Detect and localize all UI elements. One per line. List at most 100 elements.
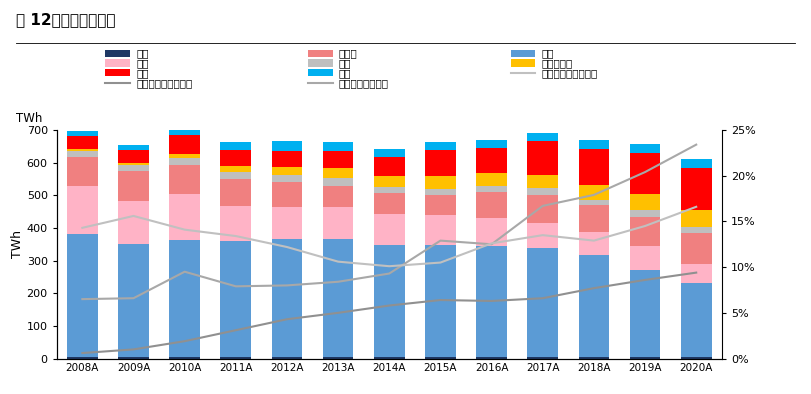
Bar: [476, 246, 507, 357]
Line: 天然气占比（右轴）: 天然气占比（右轴）: [83, 207, 696, 266]
Bar: [323, 357, 354, 359]
Bar: [169, 194, 200, 240]
Bar: [221, 166, 251, 173]
Bar: [425, 177, 456, 189]
Bar: [118, 163, 149, 165]
Bar: [374, 176, 405, 187]
Text: TWh: TWh: [16, 112, 43, 125]
Bar: [67, 186, 97, 234]
Bar: [681, 233, 711, 264]
Bar: [374, 357, 405, 359]
Bar: [118, 201, 149, 244]
Bar: [578, 205, 609, 232]
Bar: [323, 142, 354, 151]
Bar: [67, 149, 97, 151]
Bar: [221, 142, 251, 150]
Bar: [629, 194, 660, 210]
Bar: [169, 165, 200, 194]
Bar: [425, 142, 456, 150]
Bar: [221, 173, 251, 178]
Bar: [323, 239, 354, 357]
Bar: [681, 227, 711, 233]
Bar: [272, 175, 303, 182]
Bar: [67, 158, 97, 186]
Bar: [681, 167, 711, 210]
Bar: [629, 270, 660, 357]
Bar: [374, 149, 405, 158]
Bar: [67, 136, 97, 149]
天然气占比（右轴）: [589, 238, 599, 243]
Text: 煤炭: 煤炭: [542, 48, 554, 58]
Bar: [681, 264, 711, 283]
Bar: [425, 195, 456, 215]
风能占比（右轴）: [436, 238, 445, 243]
Bar: [629, 152, 660, 194]
Bar: [425, 215, 456, 245]
Bar: [527, 223, 558, 247]
Bar: [578, 357, 609, 359]
天然气占比（右轴）: [436, 260, 445, 265]
Bar: [118, 244, 149, 357]
天然气占比（右轴）: [538, 233, 547, 238]
Bar: [374, 187, 405, 193]
太阳能占比（右轴）: [436, 298, 445, 303]
风能占比（右轴）: [640, 170, 650, 175]
Text: 核电: 核电: [136, 58, 148, 68]
Bar: [272, 167, 303, 175]
风能占比（右轴）: [589, 193, 599, 197]
Bar: [221, 206, 251, 241]
太阳能占比（右轴）: [129, 347, 139, 352]
Bar: [578, 255, 609, 357]
Bar: [169, 154, 200, 158]
天然气占比（右轴）: [180, 227, 190, 232]
Bar: [221, 241, 251, 357]
Bar: [425, 245, 456, 357]
Bar: [67, 131, 97, 136]
风能占比（右轴）: [691, 142, 701, 147]
Bar: [476, 192, 507, 219]
Bar: [681, 210, 711, 227]
Bar: [476, 219, 507, 246]
太阳能占比（右轴）: [180, 339, 190, 344]
天然气占比（右轴）: [640, 224, 650, 229]
Bar: [118, 145, 149, 150]
Line: 太阳能占比（右轴）: 太阳能占比（右轴）: [83, 273, 696, 353]
Bar: [629, 217, 660, 246]
Bar: [221, 357, 251, 359]
Text: 风电: 风电: [136, 68, 148, 78]
Bar: [629, 246, 660, 270]
天然气占比（右轴）: [487, 241, 496, 246]
风能占比（右轴）: [538, 204, 547, 208]
Bar: [476, 148, 507, 173]
Bar: [374, 158, 405, 176]
Bar: [272, 151, 303, 167]
Text: 水电: 水电: [339, 58, 351, 68]
Bar: [374, 193, 405, 214]
Bar: [118, 150, 149, 163]
Bar: [527, 188, 558, 195]
Bar: [272, 182, 303, 207]
Bar: [527, 175, 558, 188]
Bar: [374, 214, 405, 245]
Bar: [527, 141, 558, 175]
Line: 风能占比（右轴）: 风能占比（右轴）: [83, 145, 696, 299]
Bar: [629, 144, 660, 152]
Bar: [323, 178, 354, 186]
Text: 太阳能发电: 太阳能发电: [542, 58, 573, 68]
Text: 天然气占比（右轴）: 天然气占比（右轴）: [542, 68, 598, 78]
风能占比（右轴）: [78, 297, 88, 301]
Bar: [169, 158, 200, 165]
Text: 石油: 石油: [136, 48, 148, 58]
Bar: [169, 240, 200, 357]
Bar: [681, 160, 711, 167]
Bar: [323, 186, 354, 207]
Text: 图 12、德国发电结构: 图 12、德国发电结构: [16, 12, 116, 27]
Bar: [578, 185, 609, 200]
Bar: [221, 178, 251, 206]
Bar: [323, 168, 354, 178]
Bar: [476, 140, 507, 148]
Text: 太阳能占比（右轴）: 太阳能占比（右轴）: [136, 78, 192, 88]
Bar: [629, 210, 660, 217]
太阳能占比（右轴）: [487, 299, 496, 303]
Bar: [169, 357, 200, 359]
